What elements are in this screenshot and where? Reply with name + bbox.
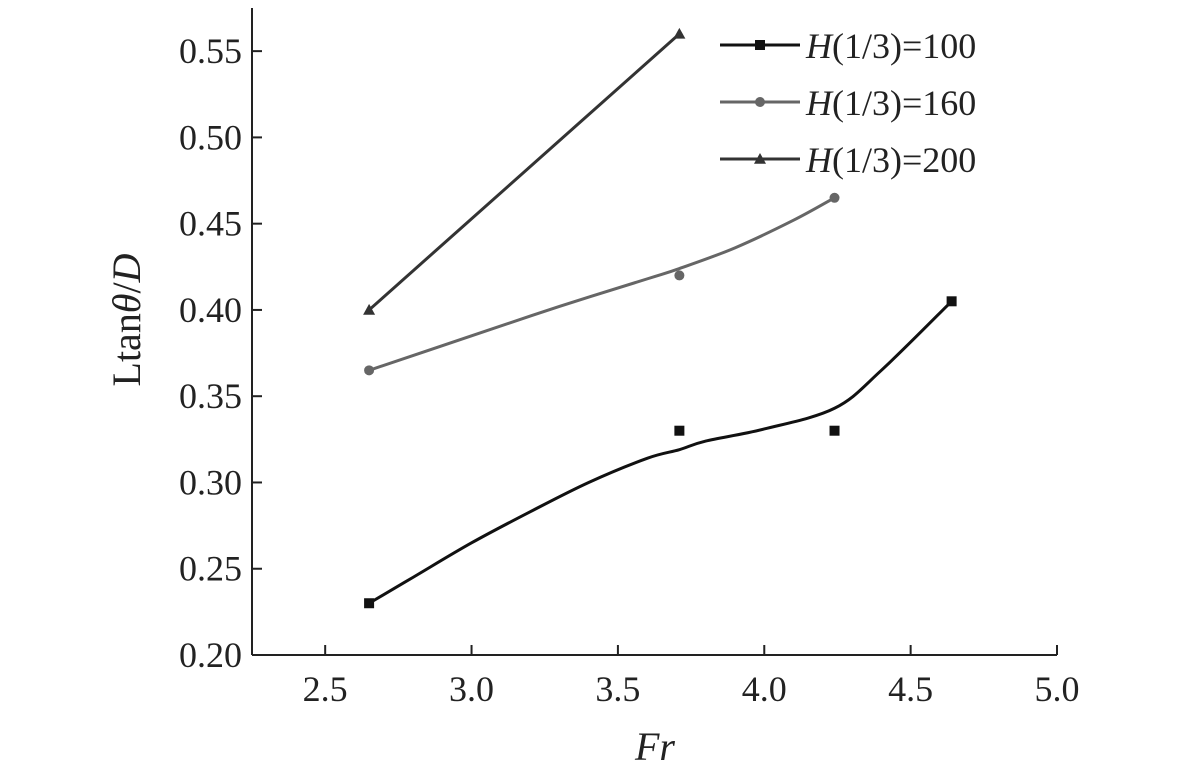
y-axis-label-theta: θ: [104, 294, 149, 314]
legend-label: H(1/3)=200: [805, 140, 976, 180]
y-tick-label: 0.45: [179, 204, 242, 244]
series-line: [368, 32, 681, 312]
legend-marker: [755, 40, 765, 50]
legend-label: H(1/3)=160: [805, 83, 976, 123]
data-point: [673, 27, 686, 39]
legend-item: H(1/3)=200: [720, 140, 976, 180]
legend-item: H(1/3)=160: [720, 83, 976, 123]
y-axis-ticks: 0.20 0.25 0.30 0.35 0.40 0.45 0.50 0.55: [179, 31, 262, 675]
x-tick-label: 4.5: [888, 669, 933, 709]
y-tick-label: 0.35: [179, 376, 242, 416]
series-2: [364, 192, 840, 376]
x-tick-label: 3.5: [595, 669, 640, 709]
data-point: [363, 303, 376, 315]
x-tick-label: 3.0: [449, 669, 494, 709]
data-point: [364, 365, 375, 376]
data-point: [674, 270, 685, 281]
legend-marker: [755, 97, 765, 107]
y-axis-label-slash: /: [104, 282, 149, 294]
legend-item: H(1/3)=100: [720, 26, 976, 66]
y-tick-label: 0.40: [179, 290, 242, 330]
series-line: [368, 300, 953, 605]
x-tick-label: 2.5: [303, 669, 348, 709]
y-tick-label: 0.20: [179, 635, 242, 675]
series-line: [368, 196, 836, 372]
x-axis-label: Fr: [634, 724, 675, 765]
legend: H(1/3)=100 H(1/3)=160 H(1/3)=200: [720, 26, 976, 180]
y-tick-label: 0.55: [179, 31, 242, 71]
data-point: [674, 425, 685, 436]
legend-label: H(1/3)=100: [805, 26, 976, 66]
data-point: [829, 425, 840, 436]
data-point: [829, 192, 840, 203]
series-1: [364, 296, 957, 609]
x-axis-ticks: 2.5 3.0 3.5 4.0 4.5 5.0: [303, 645, 1080, 709]
y-axis-label-d: D: [104, 253, 149, 283]
y-axis-label: Ltanθ/D: [104, 253, 149, 386]
y-tick-label: 0.30: [179, 462, 242, 502]
legend-marker: [754, 153, 766, 164]
data-point: [946, 296, 957, 307]
x-tick-label: 5.0: [1035, 669, 1080, 709]
series-layer: [363, 27, 957, 609]
y-tick-label: 0.50: [179, 117, 242, 157]
data-point: [364, 598, 375, 609]
series-3: [363, 27, 686, 315]
x-tick-label: 4.0: [742, 669, 787, 709]
y-tick-label: 0.25: [179, 549, 242, 589]
axes: [251, 8, 1057, 656]
y-axis-label-prefix: Ltan: [104, 313, 149, 386]
